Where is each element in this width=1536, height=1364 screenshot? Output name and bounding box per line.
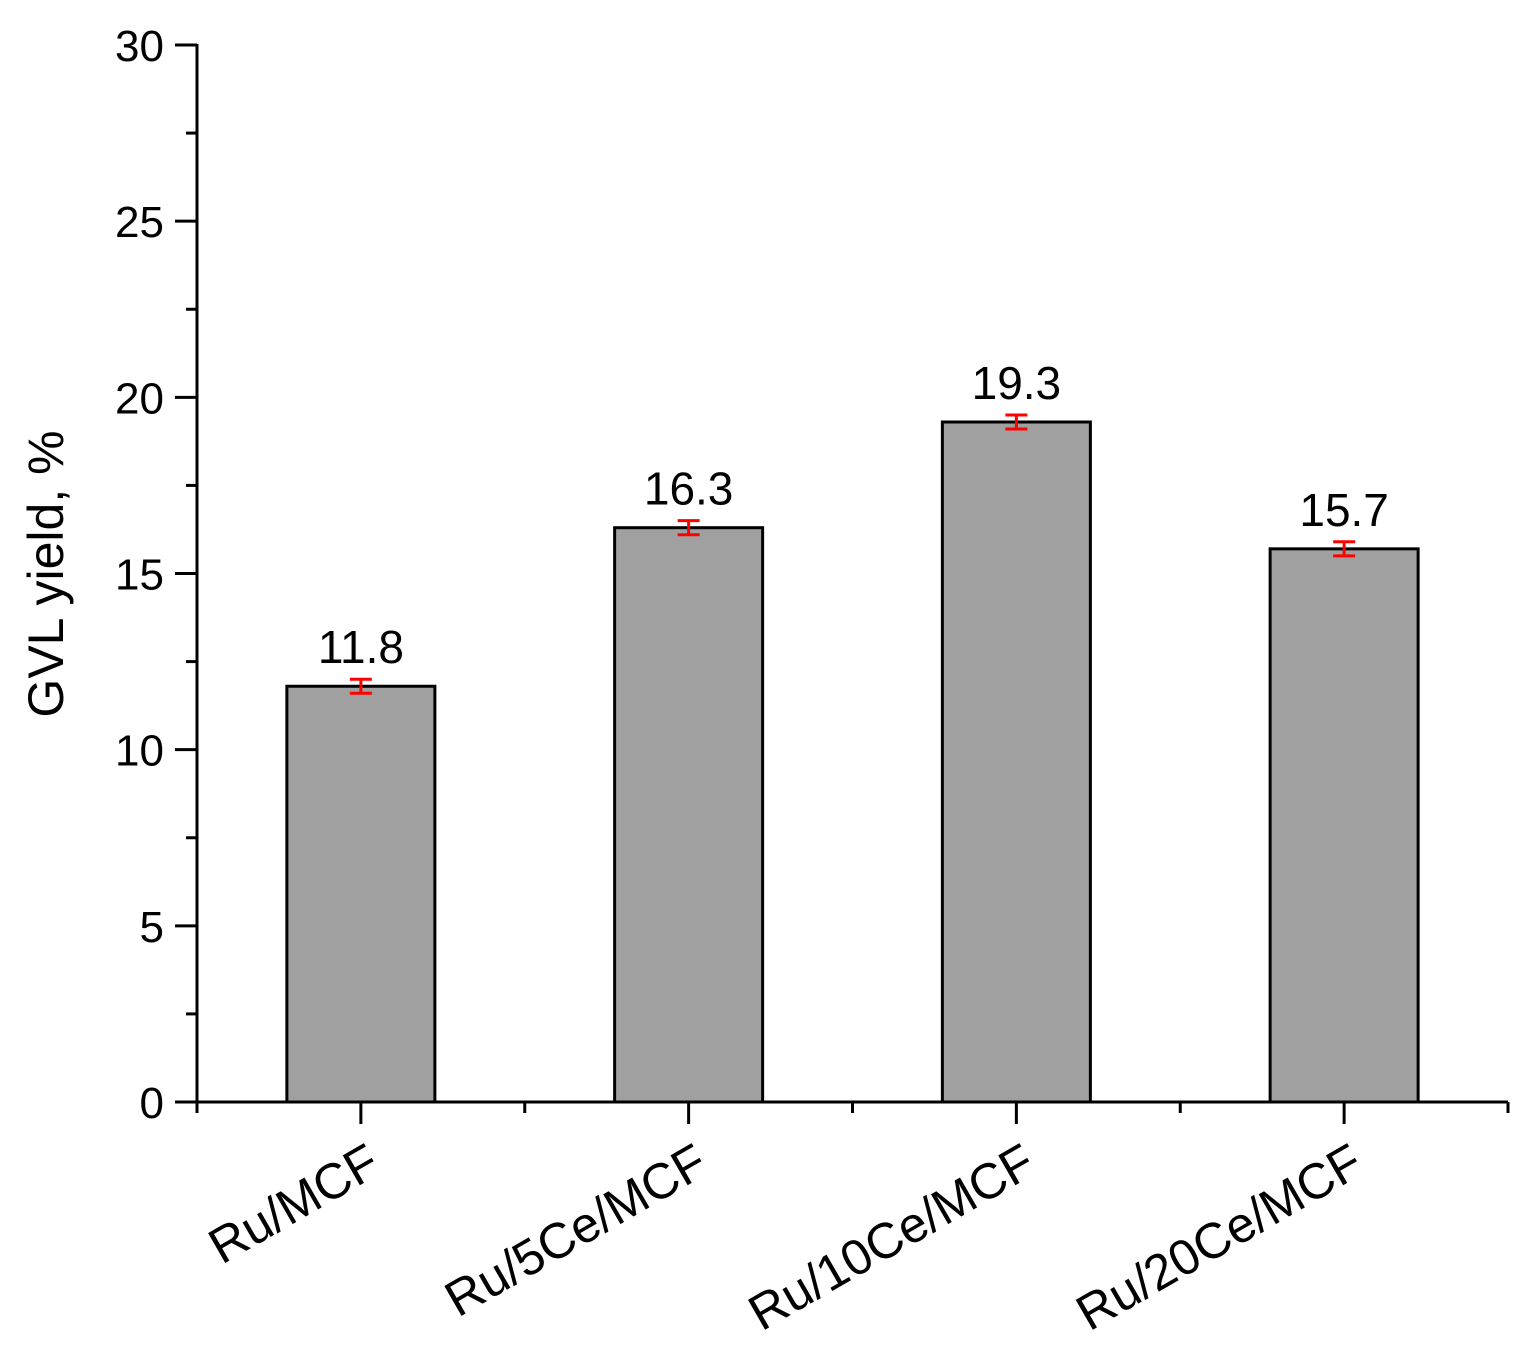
x-tick-label-1: Ru/5Ce/MCF	[435, 1133, 716, 1327]
value-label-2: 19.3	[972, 357, 1062, 409]
bar-2	[940, 420, 1092, 1104]
x-tick-label-0: Ru/MCF	[199, 1133, 388, 1275]
y-tick-label-0: 0	[140, 1079, 164, 1128]
value-label-3: 15.7	[1299, 484, 1389, 536]
x-tick-label-3: Ru/20Ce/MCF	[1067, 1133, 1372, 1341]
y-axis-label: GVL yield, %	[18, 430, 74, 717]
y-tick-label-6: 30	[115, 22, 164, 71]
y-tick-label-5: 25	[115, 198, 164, 247]
plot-area: 11.8 16.3 19.3 15.7 0 5 10 15 20 25 30 Ru/MCF Ru/5Ce…	[115, 22, 1510, 1341]
value-label-0: 11.8	[318, 621, 404, 673]
bar-3	[1268, 547, 1420, 1104]
y-tick-label-3: 15	[115, 551, 164, 600]
bar-0	[285, 684, 437, 1104]
y-tick-label-4: 20	[115, 374, 164, 423]
x-tick-label-2: Ru/10Ce/MCF	[739, 1133, 1044, 1341]
y-tick-label-2: 10	[115, 727, 164, 776]
y-tick-label-1: 5	[140, 903, 164, 952]
value-label-1: 16.3	[644, 463, 734, 515]
bar-1	[613, 526, 765, 1104]
